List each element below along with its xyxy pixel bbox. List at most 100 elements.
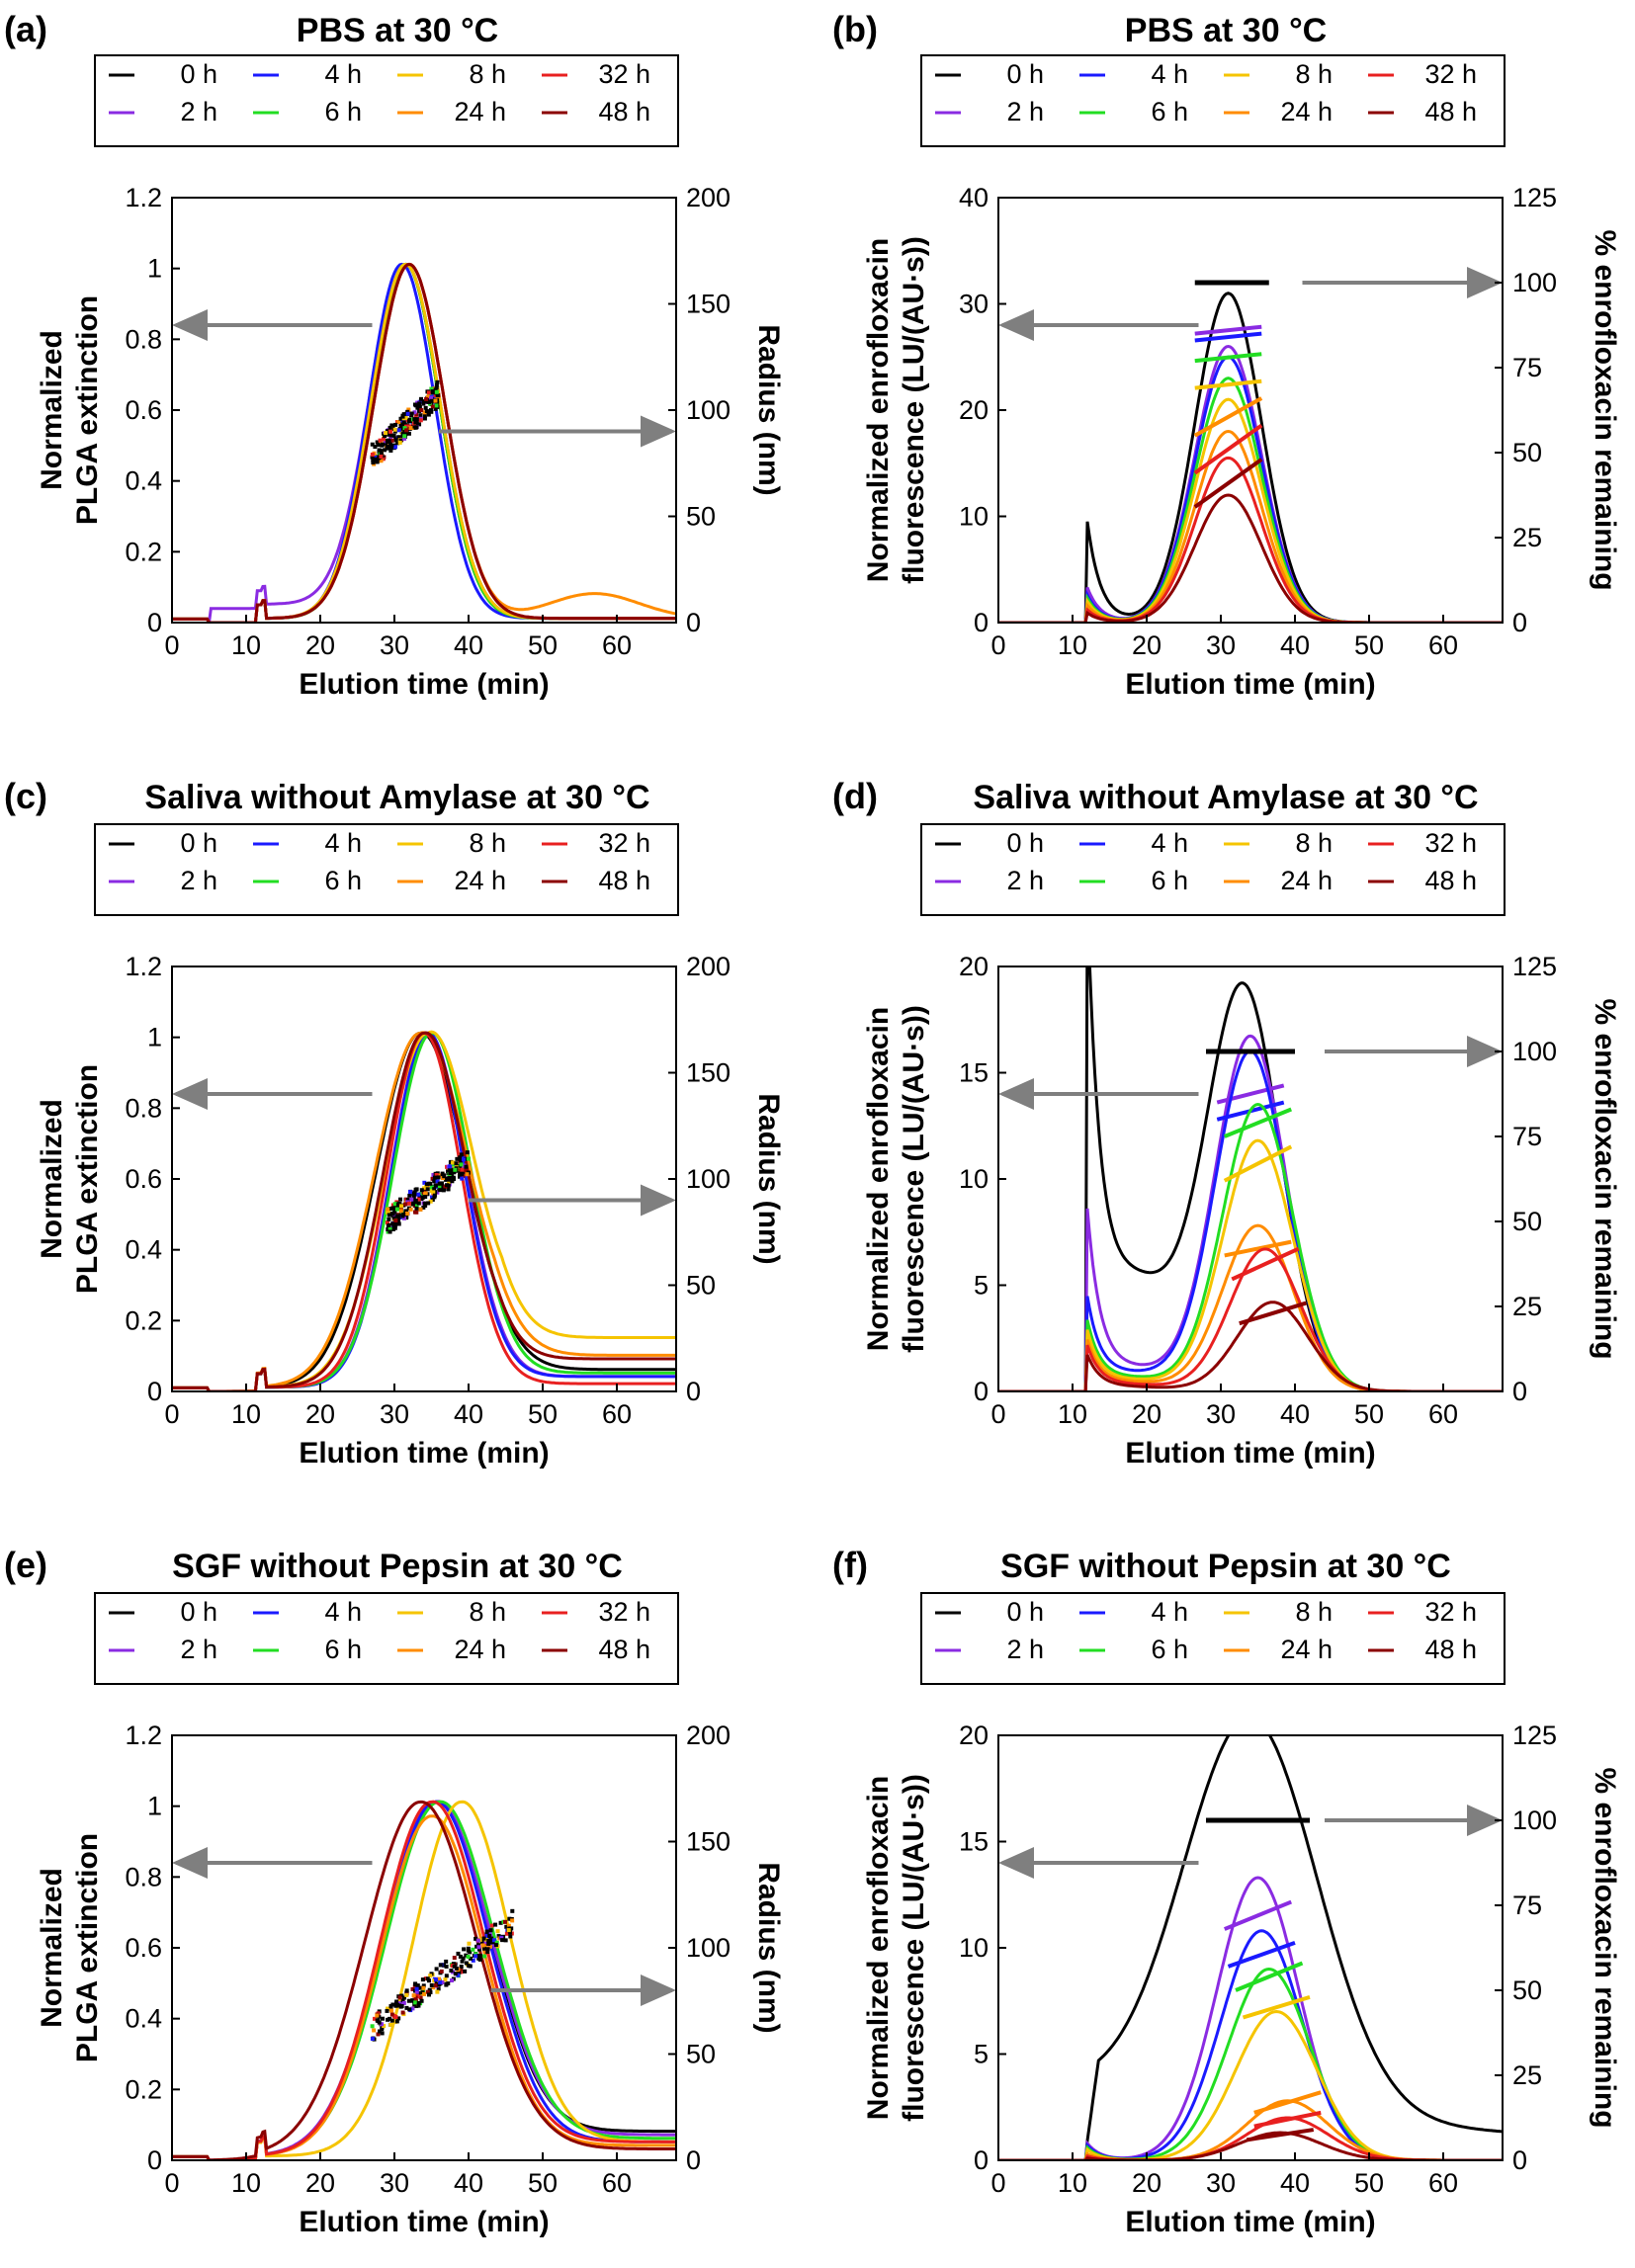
- series-line-48h: [998, 493, 1503, 623]
- y2-tick-label: 200: [686, 1721, 731, 1750]
- radius-point: [385, 2008, 389, 2013]
- radius-point: [373, 445, 378, 450]
- radius-point: [387, 425, 392, 430]
- radius-point: [387, 1229, 392, 1234]
- y2-tick-label: 125: [1512, 1721, 1557, 1750]
- radius-point: [435, 395, 440, 400]
- radius-point: [413, 1198, 418, 1203]
- series-line-8h: [998, 397, 1503, 623]
- legend-label: 48 h: [598, 1635, 650, 1664]
- radius-point: [380, 442, 385, 447]
- y-axis-label-line1: Normalized enrofloxacin: [862, 1776, 895, 2120]
- radius-point: [460, 1176, 465, 1181]
- y2-tick-label: 25: [1512, 523, 1542, 552]
- plot-frame: [171, 197, 677, 624]
- legend-box: [94, 1592, 679, 1685]
- y2-axis-label: % enrofloxacin remaining: [1589, 1767, 1621, 2128]
- radius-point: [414, 412, 419, 417]
- legend-label: 4 h: [1151, 1597, 1188, 1627]
- radius-point: [407, 1201, 412, 1206]
- radius-point: [370, 2036, 375, 2041]
- radius-point: [389, 443, 394, 448]
- radius-point: [451, 1177, 456, 1182]
- legend: 0 h 2 h 4 h 6 h 8 h 24 h 32 h 48 h: [94, 54, 679, 147]
- radius-point: [391, 433, 396, 438]
- y2-tick-label: 200: [686, 952, 731, 981]
- series-line-4h: [998, 355, 1503, 623]
- radius-point: [483, 1940, 488, 1945]
- radius-point: [407, 1193, 412, 1198]
- radius-point: [423, 1204, 428, 1209]
- radius-point: [492, 1938, 497, 1943]
- radius-point: [432, 1187, 437, 1192]
- radius-point: [433, 1175, 438, 1180]
- radius-point: [466, 1946, 471, 1951]
- y2-tick-label: 150: [686, 290, 731, 319]
- radius-point: [444, 1959, 449, 1964]
- radius-point: [389, 423, 394, 428]
- plot-frame: [171, 966, 677, 1392]
- radius-point: [449, 1969, 454, 1974]
- radius-point: [430, 404, 435, 409]
- radius-point: [434, 1173, 439, 1178]
- y2-tick-label: 0: [1512, 2145, 1527, 2175]
- series-line-24h: [998, 1223, 1503, 1391]
- x-tick-label: 30: [1206, 630, 1236, 660]
- radius-point: [382, 439, 387, 444]
- y-axis-label-line2: PLGA extinction: [71, 295, 104, 525]
- radius-point: [387, 1222, 391, 1227]
- radius-point: [397, 1995, 402, 2000]
- legend-label: 6 h: [1151, 97, 1188, 126]
- legend-label: 2 h: [180, 97, 217, 126]
- radius-point: [425, 1182, 430, 1187]
- y-tick-label: 0.6: [125, 1164, 162, 1194]
- legend-box: [920, 823, 1506, 916]
- radius-point: [453, 1972, 458, 1976]
- radius-point: [379, 459, 384, 463]
- radius-point: [376, 2032, 381, 2037]
- radius-point: [425, 399, 430, 404]
- radius-point: [370, 442, 375, 447]
- y2-tick-label: 0: [686, 1377, 701, 1406]
- radius-point: [459, 1171, 464, 1176]
- radius-point: [414, 1989, 419, 1994]
- radius-point: [411, 1195, 416, 1200]
- radius-point: [397, 440, 402, 445]
- radius-point: [454, 1966, 459, 1971]
- radius-point: [475, 1938, 480, 1943]
- y2-tick-label: 125: [1512, 952, 1557, 981]
- radius-point: [436, 1976, 441, 1981]
- radius-point: [434, 1967, 439, 1972]
- radius-point: [451, 1160, 456, 1165]
- radius-point: [418, 1192, 423, 1197]
- series-line-4h: [998, 1049, 1503, 1391]
- radius-point: [385, 444, 389, 449]
- radius-point: [450, 1179, 455, 1184]
- y-axis-label-line2: fluorescence (LU/(AU·s)): [898, 1005, 930, 1353]
- legend-label: 0 h: [180, 1597, 217, 1627]
- radius-point: [407, 1190, 412, 1195]
- y-tick-label: 0.4: [125, 2004, 162, 2034]
- series-line-48h: [172, 1031, 676, 1391]
- radius-point: [398, 416, 403, 421]
- radius-point: [421, 399, 426, 404]
- x-tick-label: 30: [380, 630, 409, 660]
- radius-point: [393, 436, 398, 441]
- x-tick-label: 0: [164, 630, 179, 660]
- radius-point: [437, 1185, 442, 1190]
- radius-point: [459, 1158, 464, 1163]
- radius-point: [375, 2018, 380, 2023]
- radius-point: [394, 1207, 399, 1212]
- radius-point: [449, 1978, 454, 1983]
- radius-point: [424, 1184, 429, 1189]
- radius-point: [435, 400, 440, 405]
- radius-point: [372, 2016, 377, 2021]
- series-line-0h: [998, 292, 1503, 623]
- remaining-segment-6h: [1223, 1107, 1293, 1138]
- radius-point: [413, 1982, 418, 1987]
- radius-point: [503, 1938, 508, 1943]
- radius-point: [486, 1941, 491, 1946]
- legend-label: 24 h: [454, 97, 506, 126]
- radius-point: [401, 420, 406, 425]
- radius-point: [508, 1934, 513, 1939]
